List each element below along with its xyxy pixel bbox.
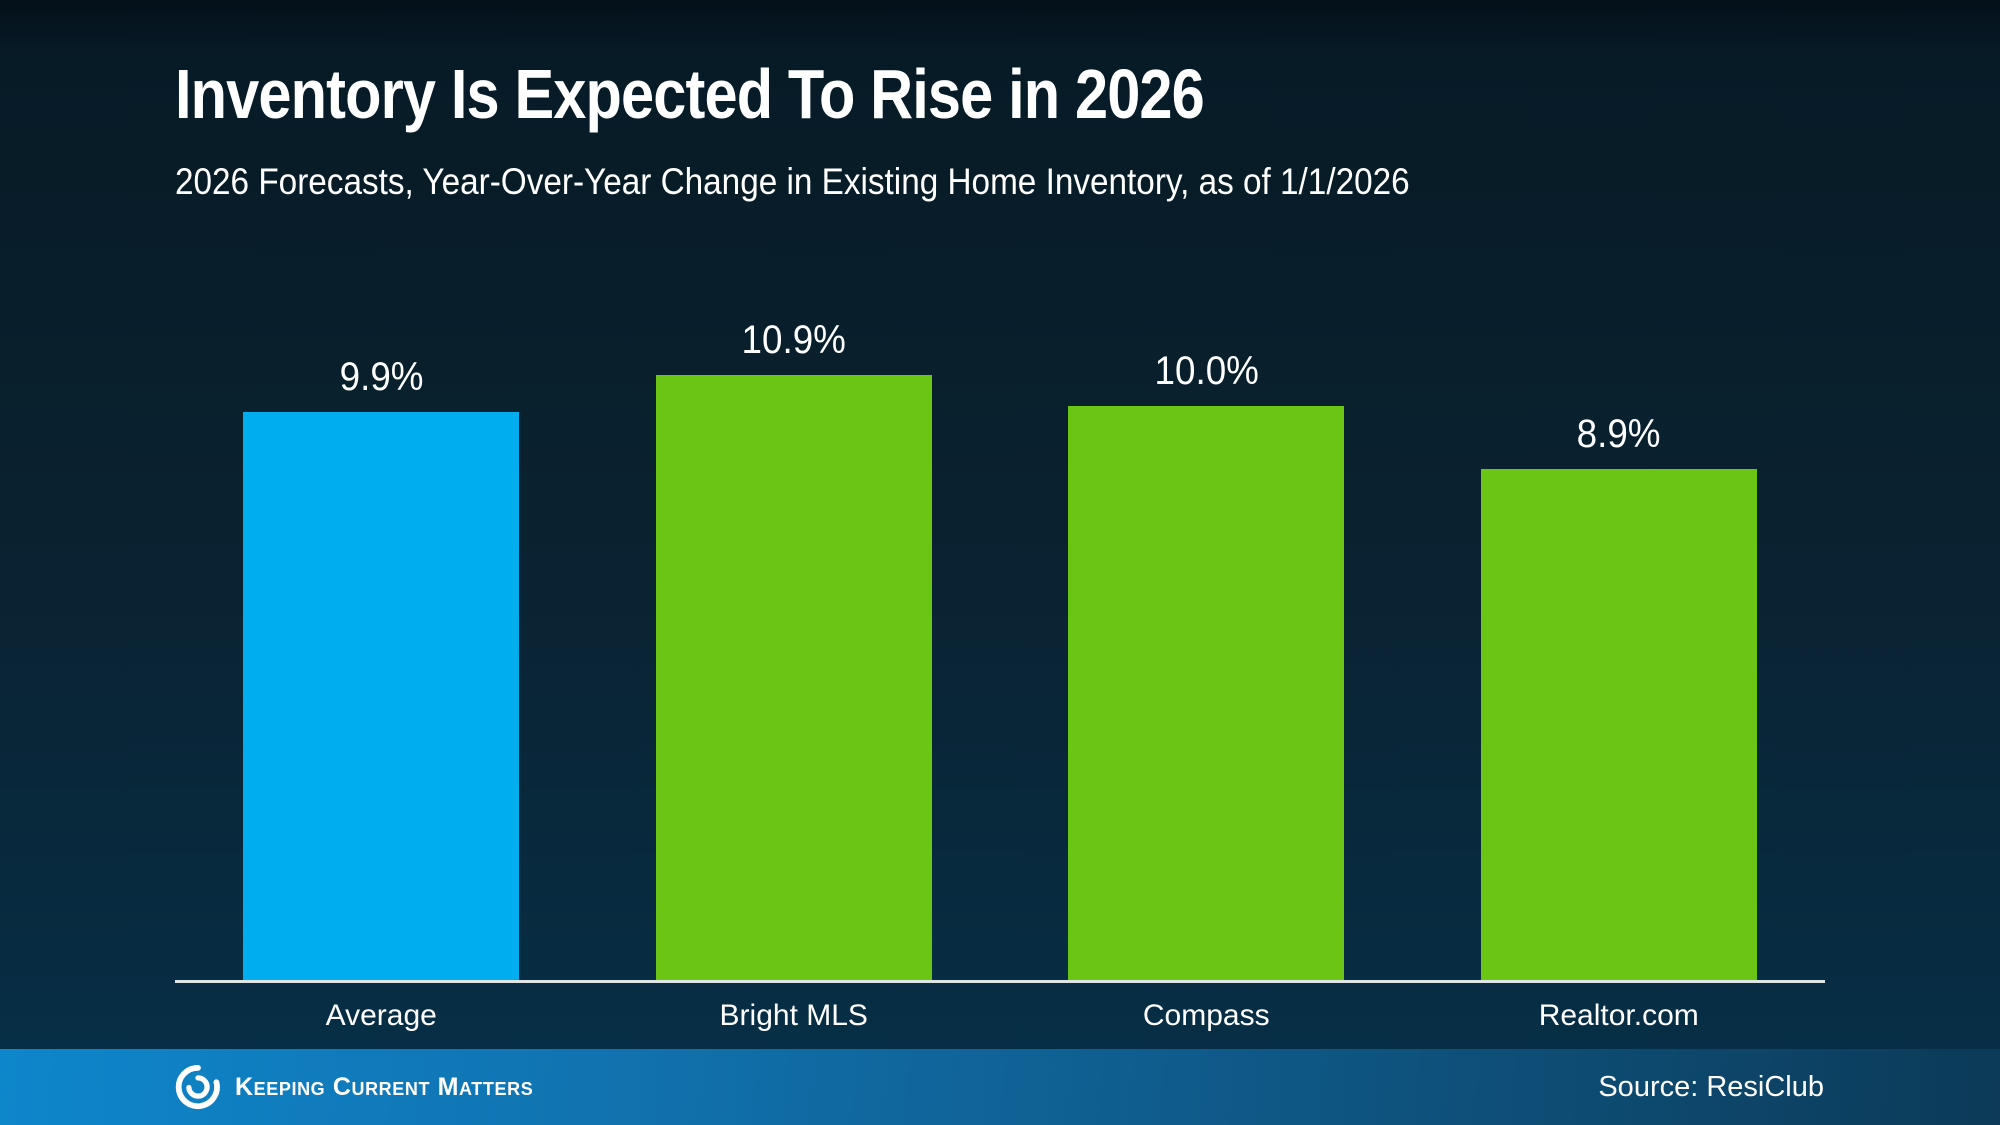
bar-value-label: 10.0%	[1154, 349, 1259, 393]
category-label: Average	[325, 999, 437, 1032]
bar-slot: 10.9%	[588, 320, 1001, 980]
source-label: Source: ResiClub	[1598, 1071, 1824, 1103]
bar-value-label: 10.9%	[741, 318, 846, 362]
kcm-logo-icon	[175, 1064, 221, 1110]
category-label: Compass	[1142, 999, 1270, 1032]
footer-bar: Keeping Current Matters Source: ResiClub	[0, 1049, 2000, 1125]
plot-area: 9.9% 10.9% 10.0% 8.9%	[175, 320, 1825, 980]
bar-slot: 8.9%	[1413, 320, 1826, 980]
page-subtitle: 2026 Forecasts, Year-Over-Year Change in…	[175, 161, 1410, 202]
bar-value-label: 8.9%	[1576, 412, 1661, 456]
bar	[655, 375, 932, 980]
category-row: Average Bright MLS Compass Realtor.com	[175, 998, 1825, 1034]
bar	[1068, 406, 1345, 980]
page-title: Inventory Is Expected To Rise in 2026	[175, 55, 1205, 133]
bar	[243, 412, 520, 980]
bar-value-label: 9.9%	[339, 355, 424, 399]
brand-lockup: Keeping Current Matters	[175, 1049, 533, 1125]
bar-slot: 10.0%	[1000, 320, 1413, 980]
brand-name: Keeping Current Matters	[235, 1072, 534, 1101]
bar-slot: 9.9%	[175, 320, 588, 980]
x-axis-line	[175, 980, 1825, 983]
bar	[1480, 469, 1757, 980]
category-label: Bright MLS	[719, 999, 868, 1032]
category-label: Realtor.com	[1538, 999, 1699, 1032]
